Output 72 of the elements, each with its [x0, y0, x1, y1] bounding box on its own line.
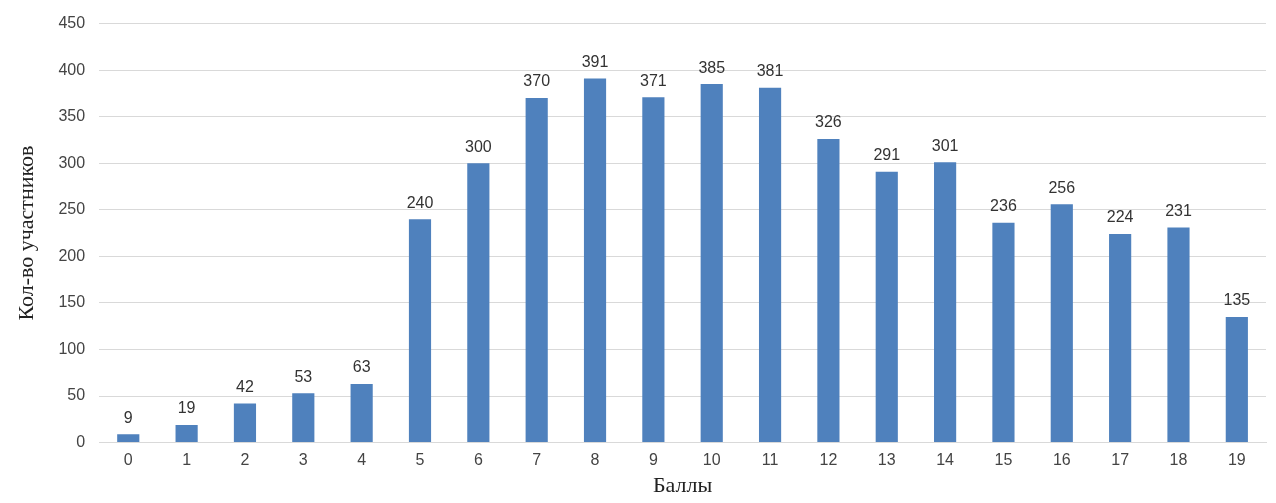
bar [467, 163, 490, 443]
data-label: 135 [1223, 291, 1251, 309]
x-tick-label: 10 [702, 451, 721, 469]
data-label: 42 [236, 377, 254, 395]
bar [934, 162, 957, 443]
bar [700, 84, 723, 443]
y-axis-title: Кол-во участников [12, 145, 38, 321]
x-tick-label: 18 [1169, 451, 1188, 469]
x-tick-label: 5 [415, 451, 425, 469]
data-label: 370 [523, 72, 551, 90]
y-tick-label: 400 [58, 60, 86, 78]
data-label: 371 [640, 71, 667, 89]
bar [642, 97, 665, 443]
y-tick-label: 150 [58, 293, 86, 311]
x-tick-label: 8 [590, 451, 600, 469]
y-tick-label: 0 [76, 433, 86, 451]
data-label: 63 [352, 358, 371, 376]
bar [817, 139, 840, 443]
x-tick-label: 1 [182, 451, 192, 469]
x-tick-label: 7 [532, 451, 542, 469]
bar [408, 219, 432, 443]
data-label: 53 [294, 367, 313, 385]
data-label: 291 [873, 146, 901, 164]
data-label: 326 [815, 113, 842, 131]
bar [1109, 234, 1132, 443]
bar [583, 78, 607, 443]
x-tick-label: 14 [936, 451, 955, 469]
data-label: 236 [990, 197, 1017, 215]
x-tick-label: 13 [877, 451, 896, 469]
bar [525, 98, 548, 443]
data-label: 256 [1048, 178, 1076, 196]
x-tick-label: 15 [994, 451, 1013, 469]
bar [233, 403, 257, 443]
bar [350, 383, 373, 443]
data-label: 301 [931, 136, 959, 154]
data-label: 391 [581, 52, 609, 70]
y-tick-label: 100 [58, 339, 86, 357]
data-label: 224 [1106, 208, 1134, 226]
data-label: 19 [177, 399, 196, 417]
x-tick-label: 17 [1111, 451, 1130, 469]
x-tick-label: 2 [240, 451, 250, 469]
y-tick-label: 300 [58, 153, 86, 171]
bar [1050, 204, 1073, 443]
x-tick-label: 3 [298, 451, 308, 469]
x-tick-label: 11 [761, 451, 779, 469]
y-tick-label: 350 [58, 107, 86, 125]
data-label: 385 [698, 58, 726, 76]
data-label: 240 [406, 193, 434, 211]
bar [992, 222, 1015, 443]
data-label: 231 [1165, 201, 1192, 219]
x-tick-label: 4 [357, 451, 367, 469]
x-tick-label: 9 [648, 451, 658, 469]
x-axis-title: Баллы [652, 471, 713, 497]
bar [758, 87, 782, 443]
bar [875, 171, 898, 443]
bar [1167, 227, 1190, 443]
bar [292, 393, 315, 443]
x-tick-label: 19 [1227, 451, 1246, 469]
data-label: 9 [123, 408, 133, 426]
y-tick-label: 450 [58, 14, 86, 32]
x-tick-label: 6 [473, 451, 483, 469]
bar [117, 434, 140, 443]
x-tick-label: 12 [819, 451, 838, 469]
bar [1225, 316, 1248, 443]
bar [175, 424, 198, 443]
data-label: 300 [464, 137, 492, 155]
y-tick-label: 50 [67, 386, 86, 404]
y-tick-label: 200 [58, 246, 86, 264]
x-tick-label: 0 [123, 451, 133, 469]
x-tick-label: 16 [1052, 451, 1071, 469]
data-label: 381 [756, 62, 784, 80]
y-tick-label: 250 [58, 200, 86, 218]
